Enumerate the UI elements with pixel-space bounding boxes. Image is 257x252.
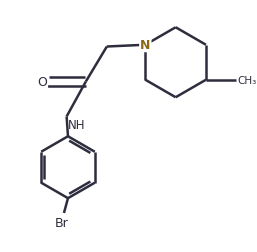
Text: CH₃: CH₃ <box>237 75 256 85</box>
Text: N: N <box>140 39 151 52</box>
Text: NH: NH <box>68 118 86 131</box>
Text: Br: Br <box>54 216 68 229</box>
Text: O: O <box>38 76 48 89</box>
